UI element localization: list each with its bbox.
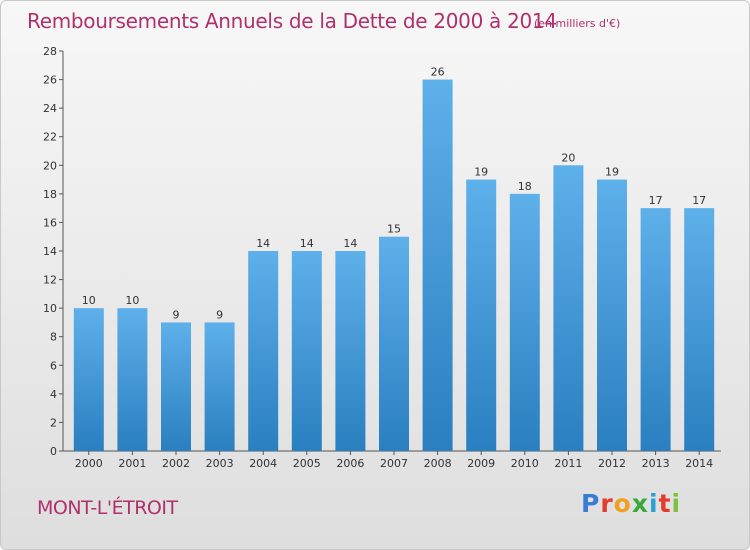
x-tick-label: 2009 <box>467 457 495 470</box>
data-label: 9 <box>173 308 180 321</box>
data-label: 17 <box>649 194 663 207</box>
x-tick-label: 2004 <box>249 457 277 470</box>
y-tick-label: 26 <box>43 74 57 87</box>
bar <box>248 251 279 451</box>
y-tick-label: 18 <box>43 188 57 201</box>
commune-name: MONT-L'ÉTROIT <box>37 497 178 519</box>
data-label: 15 <box>387 223 401 236</box>
data-label: 10 <box>125 294 139 307</box>
bar <box>466 179 497 452</box>
x-tick-label: 2002 <box>162 457 190 470</box>
data-label: 10 <box>82 294 96 307</box>
data-label: 18 <box>518 180 532 193</box>
logo-letter: x <box>631 489 649 518</box>
logo-letter: o <box>613 489 632 518</box>
x-tick-label: 2006 <box>336 457 364 470</box>
logo-letter: i <box>671 489 682 518</box>
y-tick-label: 0 <box>50 445 57 458</box>
logo-letter: r <box>600 489 614 518</box>
y-tick-label: 24 <box>43 102 57 115</box>
x-tick-label: 2007 <box>380 457 408 470</box>
bar <box>117 308 148 451</box>
x-tick-label: 2012 <box>598 457 626 470</box>
data-label: 17 <box>692 194 706 207</box>
bar <box>161 322 191 451</box>
x-tick-label: 2014 <box>685 457 713 470</box>
x-tick-label: 2010 <box>511 457 539 470</box>
bar <box>291 251 322 451</box>
y-tick-label: 12 <box>43 274 57 287</box>
bar <box>509 193 540 451</box>
data-label: 14 <box>256 237 270 250</box>
data-label: 19 <box>474 166 488 179</box>
x-tick-label: 2008 <box>424 457 452 470</box>
bar <box>597 179 627 452</box>
bar <box>640 208 671 451</box>
y-tick-label: 8 <box>50 331 57 344</box>
bar <box>204 322 235 451</box>
y-tick-label: 10 <box>43 302 57 315</box>
bar <box>553 165 584 452</box>
bar-chart: 0246810121416182022242628200010200110200… <box>43 45 721 470</box>
x-tick-label: 2013 <box>642 457 670 470</box>
data-label: 9 <box>216 308 223 321</box>
x-tick-label: 2003 <box>206 457 234 470</box>
bar <box>684 208 715 451</box>
bar <box>335 251 366 451</box>
logo-letter: t <box>658 489 672 518</box>
bar <box>422 79 453 452</box>
data-label: 14 <box>300 237 314 250</box>
bar <box>73 308 104 451</box>
data-label: 19 <box>605 166 619 179</box>
data-label: 26 <box>431 66 445 79</box>
proxiti-logo: Proxiti <box>581 489 681 518</box>
data-label: 20 <box>561 151 575 164</box>
y-tick-label: 4 <box>50 388 57 401</box>
y-tick-label: 2 <box>50 416 57 429</box>
x-tick-label: 2005 <box>293 457 321 470</box>
x-tick-label: 2011 <box>554 457 582 470</box>
x-tick-label: 2001 <box>118 457 146 470</box>
chart-unit: (en milliers d'€) <box>534 17 621 30</box>
y-tick-label: 28 <box>43 45 57 58</box>
logo-letter: P <box>581 489 601 518</box>
y-tick-label: 6 <box>50 359 57 372</box>
x-tick-label: 2000 <box>75 457 103 470</box>
bar <box>379 236 409 451</box>
y-tick-label: 14 <box>43 245 57 258</box>
y-tick-label: 20 <box>43 159 57 172</box>
chart-title: Remboursements Annuels de la Dette de 20… <box>27 9 557 33</box>
y-tick-label: 16 <box>43 216 57 229</box>
logo-letter: i <box>649 489 659 518</box>
data-label: 14 <box>343 237 357 250</box>
y-tick-label: 22 <box>43 131 57 144</box>
